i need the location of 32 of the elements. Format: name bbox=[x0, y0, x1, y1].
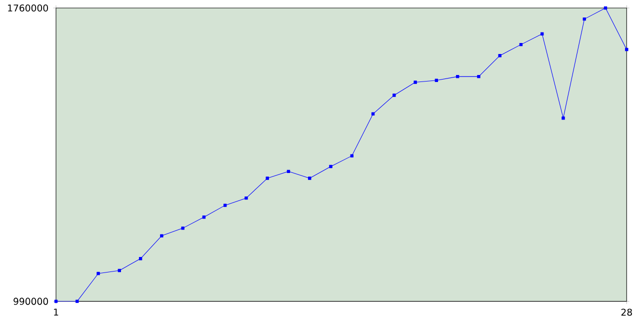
point bbox=[286, 170, 290, 174]
point bbox=[329, 164, 332, 168]
point bbox=[308, 176, 312, 180]
point bbox=[434, 78, 438, 82]
y-tick-label: 1760000 bbox=[8, 4, 48, 12]
point bbox=[498, 54, 502, 58]
point bbox=[562, 116, 565, 120]
point bbox=[266, 176, 269, 180]
x-tick-label: 1 bbox=[54, 308, 58, 316]
point bbox=[223, 204, 227, 207]
point bbox=[118, 268, 122, 272]
point bbox=[392, 94, 396, 97]
y-tick-label: 990000 bbox=[14, 298, 48, 305]
point bbox=[202, 216, 206, 219]
point bbox=[244, 196, 248, 200]
x-tick-label: 28 bbox=[621, 308, 632, 316]
point bbox=[181, 226, 184, 230]
point bbox=[350, 154, 354, 158]
point bbox=[371, 112, 375, 116]
point bbox=[519, 42, 523, 46]
point bbox=[540, 32, 544, 36]
point bbox=[477, 74, 480, 78]
point bbox=[604, 6, 608, 10]
point bbox=[625, 48, 628, 52]
point bbox=[160, 234, 164, 238]
point bbox=[96, 272, 100, 276]
point bbox=[76, 300, 79, 303]
point bbox=[414, 80, 417, 84]
point bbox=[138, 257, 142, 260]
point bbox=[456, 74, 460, 78]
point bbox=[54, 300, 58, 303]
point bbox=[582, 17, 586, 21]
